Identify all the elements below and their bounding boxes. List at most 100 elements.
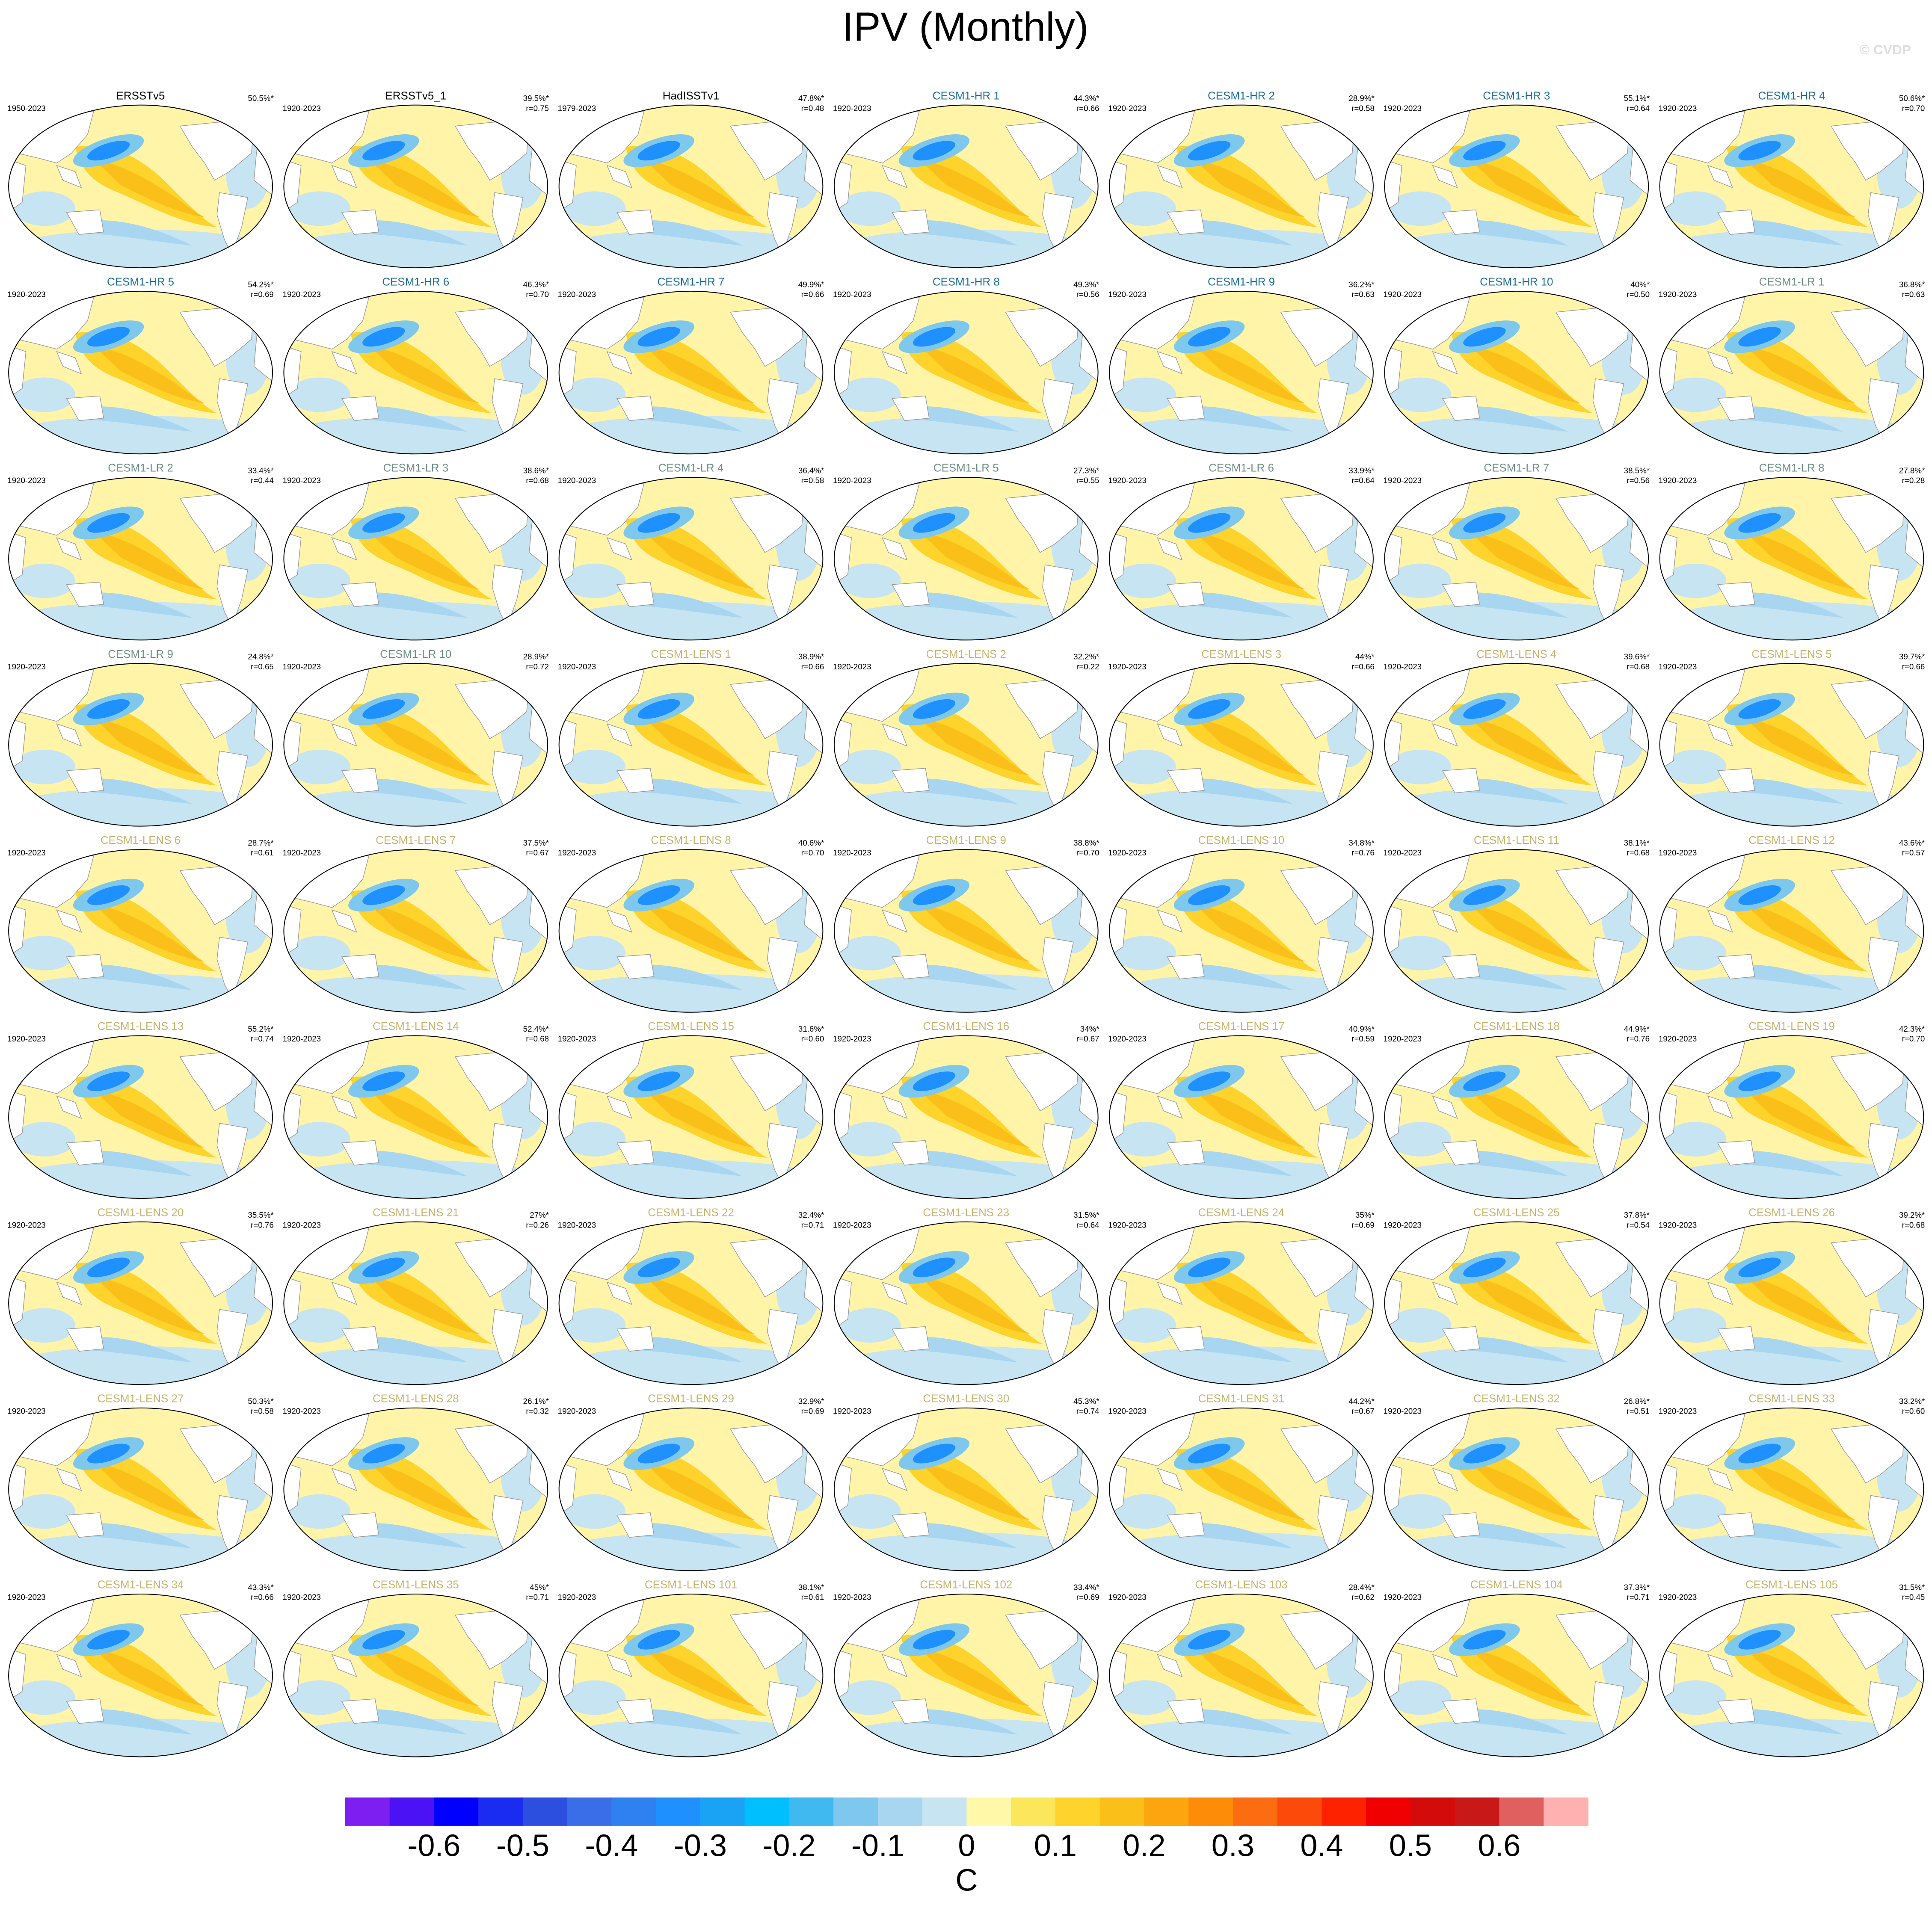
panel-period: 1920-2023 bbox=[1659, 290, 1697, 299]
panel-pct: 42.3%* bbox=[1899, 1024, 1925, 1033]
panel-r: r=0.61 bbox=[251, 848, 274, 857]
panel: CESM1-LENS 22 1920-2023 32.4%*r=0.71 bbox=[558, 1207, 824, 1386]
panel-title: CESM1-LR 3 bbox=[383, 462, 448, 474]
colorbar-tick-label: -0.3 bbox=[674, 1829, 727, 1863]
panel-title: CESM1-LR 4 bbox=[658, 462, 724, 474]
panel-pct: 33.4%* bbox=[1073, 1583, 1099, 1592]
panel-r: r=0.76 bbox=[251, 1220, 274, 1229]
panel-r: r=0.58 bbox=[801, 476, 824, 485]
panel: CESM1-LR 4 1920-2023 36.4%*r=0.58 bbox=[558, 462, 824, 642]
panel-period: 1920-2023 bbox=[7, 1593, 46, 1602]
panel-period: 1920-2023 bbox=[7, 662, 46, 671]
panel-period: 1920-2023 bbox=[558, 290, 596, 299]
figure-title: IPV (Monthly) bbox=[842, 4, 1089, 50]
panel-title: CESM1-LENS 10 bbox=[1198, 834, 1285, 846]
map bbox=[7, 1035, 273, 1200]
panel-period: 1920-2023 bbox=[558, 1220, 596, 1229]
panel-title: CESM1-HR 9 bbox=[1208, 276, 1275, 288]
panel: CESM1-LENS 29 1920-2023 32.9%*r=0.69 bbox=[558, 1393, 824, 1572]
panel-title: CESM1-LR 1 bbox=[1759, 276, 1825, 288]
panel-r: r=0.60 bbox=[801, 1034, 824, 1043]
colorbar-box bbox=[1277, 1797, 1322, 1826]
panel-title: CESM1-LENS 19 bbox=[1748, 1021, 1835, 1032]
map bbox=[283, 1593, 549, 1758]
panel-title: CESM1-LENS 105 bbox=[1745, 1579, 1838, 1591]
panel: CESM1-LENS 1 1920-2023 38.9%*r=0.66 bbox=[558, 648, 824, 828]
panel: HadISSTv1 1979-2023 47.8%*r=0.48 bbox=[558, 90, 824, 269]
map bbox=[833, 1593, 1099, 1758]
panel-title: CESM1-LENS 27 bbox=[98, 1393, 184, 1405]
map bbox=[833, 104, 1099, 269]
map bbox=[833, 290, 1099, 455]
panel: CESM1-LENS 5 1920-2023 39.7%*r=0.66 bbox=[1659, 648, 1925, 828]
map bbox=[558, 848, 824, 1013]
panel-pct: 34%* bbox=[1080, 1024, 1099, 1033]
panel-period: 1920-2023 bbox=[833, 1034, 871, 1043]
map bbox=[283, 290, 549, 455]
map bbox=[833, 1407, 1099, 1572]
panel: CESM1-LENS 28 1920-2023 26.1%*r=0.32 bbox=[283, 1393, 549, 1572]
panel: CESM1-LR 7 1920-2023 38.5%*r=0.56 bbox=[1384, 462, 1650, 642]
panel-r: r=0.68 bbox=[526, 476, 549, 485]
panel-title: ERSSTv5 bbox=[116, 90, 165, 102]
panel-title: CESM1-LENS 34 bbox=[98, 1579, 184, 1591]
map bbox=[558, 476, 824, 641]
panel-pct: 44.2%* bbox=[1348, 1396, 1374, 1405]
panel-title: CESM1-LENS 104 bbox=[1470, 1579, 1563, 1591]
panel-pct: 44.3%* bbox=[1073, 94, 1099, 103]
map bbox=[558, 1221, 824, 1386]
panel: CESM1-LR 1 1920-2023 36.8%*r=0.63 bbox=[1659, 276, 1925, 456]
panel-pct: 45%* bbox=[530, 1583, 549, 1592]
panel-r: r=0.71 bbox=[801, 1220, 824, 1229]
map bbox=[1108, 662, 1374, 827]
panel-pct: 50.6%* bbox=[1899, 94, 1925, 103]
panel-r: r=0.66 bbox=[1076, 104, 1099, 112]
colorbar-box bbox=[744, 1797, 790, 1826]
panel-pct: 52.4%* bbox=[523, 1024, 549, 1033]
panel-pct: 39.5%* bbox=[523, 94, 549, 103]
panel-r: r=0.70 bbox=[1902, 1034, 1925, 1043]
panel-pct: 39.2%* bbox=[1899, 1210, 1925, 1219]
colorbar-box bbox=[833, 1797, 878, 1826]
panel-r: r=0.68 bbox=[526, 1034, 549, 1043]
panel-r: r=0.55 bbox=[1076, 476, 1099, 485]
colorbar-box bbox=[1099, 1797, 1145, 1826]
panel-pct: 38.6%* bbox=[523, 466, 549, 475]
map bbox=[283, 476, 549, 641]
panel-pct: 54.2%* bbox=[248, 280, 273, 289]
panel-period: 1920-2023 bbox=[558, 662, 596, 671]
panel-title: CESM1-LENS 11 bbox=[1474, 834, 1559, 846]
panel-r: r=0.50 bbox=[1627, 290, 1650, 299]
panel: CESM1-LENS 34 1920-2023 43.3%*r=0.66 bbox=[7, 1579, 274, 1758]
panel-title: CESM1-LENS 2 bbox=[926, 648, 1006, 660]
map bbox=[7, 1593, 273, 1758]
panel-title: CESM1-LENS 33 bbox=[1748, 1393, 1835, 1405]
panel-title: CESM1-LR 5 bbox=[933, 462, 999, 474]
panel-title: CESM1-LR 2 bbox=[108, 462, 173, 474]
panel-period: 1920-2023 bbox=[833, 848, 871, 857]
panel-title: CESM1-LENS 103 bbox=[1195, 1579, 1287, 1591]
panel-title: CESM1-LENS 14 bbox=[373, 1021, 459, 1032]
panel-r: r=0.26 bbox=[526, 1220, 549, 1229]
panel-title: CESM1-LENS 9 bbox=[926, 834, 1006, 846]
panel-period: 1920-2023 bbox=[283, 476, 321, 485]
panel: CESM1-LENS 25 1920-2023 37.8%*r=0.54 bbox=[1384, 1207, 1650, 1386]
panel: CESM1-HR 9 1920-2023 36.2%*r=0.63 bbox=[1108, 276, 1375, 456]
panel: CESM1-HR 5 1920-2023 54.2%*r=0.69 bbox=[7, 276, 274, 456]
colorbar-tick-label: -0.5 bbox=[496, 1829, 549, 1863]
map bbox=[833, 1221, 1099, 1386]
panel-title: CESM1-LENS 6 bbox=[101, 834, 181, 846]
panel-title: CESM1-LENS 4 bbox=[1476, 648, 1556, 660]
colorbar-box bbox=[434, 1797, 479, 1826]
panel-r: r=0.61 bbox=[801, 1593, 824, 1602]
panel-title: CESM1-LENS 23 bbox=[923, 1207, 1009, 1219]
panel: CESM1-LENS 8 1920-2023 40.6%*r=0.70 bbox=[558, 834, 824, 1014]
colorbar-tick-label: 0.1 bbox=[1034, 1829, 1077, 1863]
panel-title: CESM1-LENS 17 bbox=[1198, 1021, 1285, 1032]
panel-r: r=0.70 bbox=[801, 848, 824, 857]
panel-title: CESM1-LENS 32 bbox=[1473, 1393, 1560, 1405]
colorbar-box bbox=[345, 1797, 390, 1826]
colorbar-box bbox=[389, 1797, 435, 1826]
panel-period: 1920-2023 bbox=[1659, 104, 1697, 112]
panel-r: r=0.56 bbox=[1627, 476, 1650, 485]
